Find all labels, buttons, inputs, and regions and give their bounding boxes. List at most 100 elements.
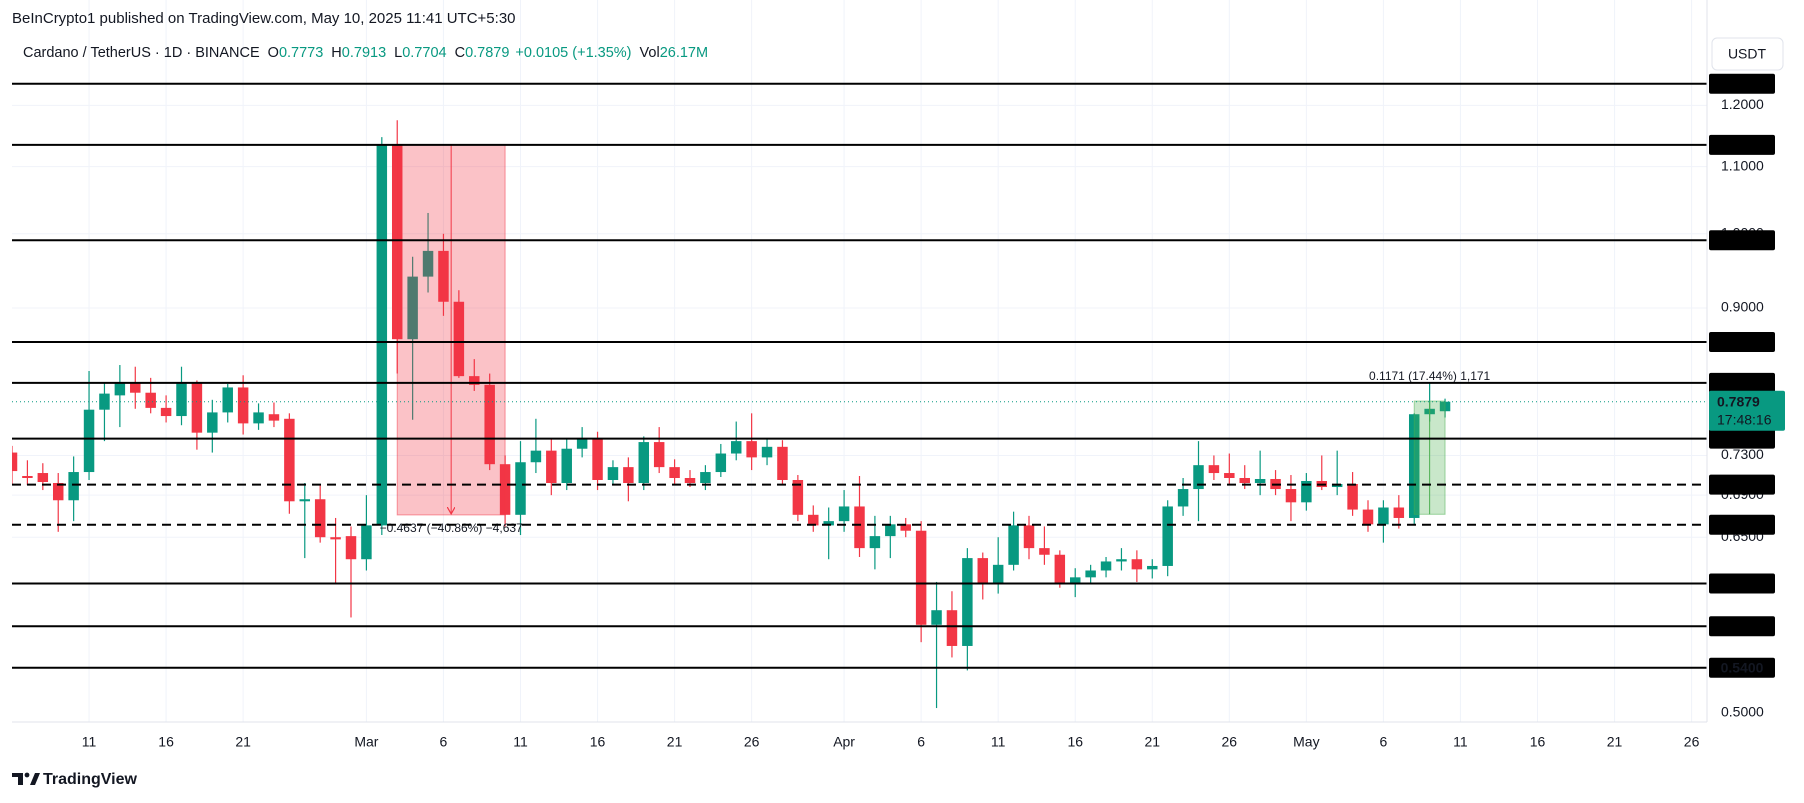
candle-body [700,472,711,483]
candle-body [484,384,495,465]
candle-body [1116,559,1127,562]
candle-body [808,514,819,526]
candle-body [453,301,465,377]
x-tick-label: 11 [513,734,528,750]
candle-body [1054,554,1066,584]
candle-body [977,558,989,584]
candle-body [515,462,526,515]
y-tick-label: 0.5000 [1721,704,1764,720]
legend-item: 0.7773 [279,45,323,61]
legend-item: C [455,45,465,61]
candle-body [530,450,542,463]
candle-body [268,414,280,421]
candle-body [1008,525,1019,565]
candle-body [52,482,64,501]
candle-body [12,452,18,472]
candle-body [145,392,156,408]
candle-body [422,250,434,277]
candle-body [1069,577,1081,584]
candle-body [946,610,958,646]
candle-body [623,467,634,483]
candle-body [191,383,203,433]
candle-body [915,530,927,625]
candle-body [361,525,372,560]
publisher: BeInCrypto1 published on TradingView.com… [12,10,516,27]
candle-body [207,412,218,433]
candle-body [330,537,341,540]
y-tick-label: 1.2000 [1721,96,1764,112]
countdown-label: 17:48:16 [1717,411,1772,427]
level-badge [1709,514,1775,535]
level-badge [1709,134,1775,155]
candle-body [176,383,187,417]
legend-item: 26.17M [660,45,708,61]
level-label: 0.5400 [1721,659,1764,675]
candle-body [854,506,865,549]
candle-body [407,276,418,340]
candle-body [869,536,881,549]
candle-body [1085,570,1096,578]
currency-button[interactable] [1711,37,1784,71]
candle-body [253,412,264,424]
brand-name: TradingView [43,771,138,788]
candle-body [931,610,942,625]
legend-item: L [394,45,402,61]
x-tick-label: 11 [1453,734,1468,750]
symbol-legend: Cardano / TetherUS · 1D · BINANCE O0.7773… [23,45,708,61]
y-tick-label: 0.7300 [1721,446,1764,462]
candle-body [1254,478,1266,483]
currency-label[interactable]: USDT [1728,46,1767,62]
candle-body [823,521,834,526]
x-tick-label: 26 [1222,734,1238,750]
candle-body [1193,465,1204,490]
x-tick-label: 16 [1067,734,1083,750]
candle-body [1039,548,1050,555]
candle-body [1239,477,1250,483]
candle-body [1362,509,1374,525]
candle-body [962,558,973,646]
candle-body [299,499,311,502]
x-tick-label: 6 [440,734,448,750]
x-tick-label: 16 [1530,734,1546,750]
last-price-label: 0.7879 [1717,393,1760,409]
legend-item: O [268,45,279,61]
x-tick-label: 6 [1380,734,1388,750]
x-tick-label: 16 [590,734,606,750]
level-badge [1709,331,1775,352]
y-tick-label: 0.9000 [1721,299,1764,315]
candle-body [22,476,33,478]
level-badge [1709,573,1775,594]
candle-body [592,438,603,480]
legend-item: Vol [640,45,660,61]
candle-body [900,524,911,531]
level-badge [1709,230,1775,251]
candle-body [885,524,896,537]
candle-body [992,564,1004,584]
overlays: −0.4637 (−40.86%) −4,637 0.1171 (17.44%) … [12,82,1707,669]
candle-body [576,438,588,449]
candle-body [237,387,249,424]
candle-body [761,446,773,458]
x-tick-label: 16 [158,734,174,750]
x-tick-label: May [1293,734,1319,750]
candle-body [1393,507,1405,518]
candle-body [469,376,480,385]
candle-body [1208,465,1220,474]
candle-body [669,467,680,478]
candle-body [345,536,357,560]
candle-body [546,450,557,483]
plot-area [12,120,1451,709]
x-tick-label: 26 [744,734,760,750]
candle-body [561,448,572,483]
candle-body [1023,525,1035,549]
candle-body [746,441,757,458]
legend-item: H [331,45,341,61]
x-tick-label: 26 [1684,734,1700,750]
legend-item: +0.0105 (+1.35%) [515,45,631,61]
candle-body [314,499,326,538]
candle-body [1224,473,1235,478]
candle-body [68,472,79,501]
candle-body [653,442,665,468]
candle-body [1177,489,1189,507]
brand-logo [12,772,40,785]
